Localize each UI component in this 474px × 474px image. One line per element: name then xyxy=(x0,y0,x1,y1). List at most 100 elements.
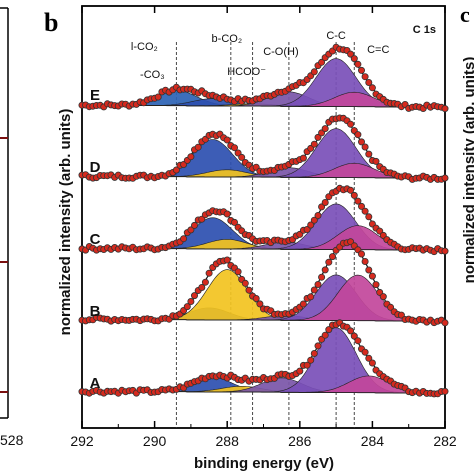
spectrum-D-data-point xyxy=(365,150,373,158)
spectrum-A-data-point xyxy=(325,326,333,334)
spectrum-B-data-point xyxy=(365,266,373,274)
spectrum-A-data-point xyxy=(307,356,315,364)
spectrum-C-data-point xyxy=(223,210,231,218)
spectrum-B-data-point xyxy=(314,280,322,288)
x-tick-label: 282 xyxy=(433,433,457,449)
spectrum-E-data-point xyxy=(347,50,355,58)
spectrum-D-data-point xyxy=(372,157,380,165)
spectrum-C-data-point xyxy=(307,221,315,229)
x-tick-label: 288 xyxy=(216,433,240,449)
spectrum-B-data-point xyxy=(379,293,387,301)
spectrum-B-data-point xyxy=(187,297,195,305)
spectrum-B-data-point xyxy=(310,286,318,294)
spectrum-D-data-point xyxy=(234,149,242,157)
spectrum-D-data-point xyxy=(361,143,369,151)
spectrum-D-data-point xyxy=(347,120,355,128)
x-axis-ticks: 292 290 288 286 284 282 xyxy=(70,6,457,449)
spectrum-A-data-point xyxy=(361,348,369,356)
spectrum-C-data-point xyxy=(357,202,365,210)
component-label: C-C xyxy=(326,30,346,42)
spectrum-B-data-point xyxy=(223,256,231,264)
spectrum-B-data-point xyxy=(190,292,198,300)
spectrum-B-data-point xyxy=(299,300,307,308)
spectrum-B-data-point xyxy=(372,281,380,289)
spectrum-D-data-point xyxy=(223,136,231,144)
spectrum-B-data-point xyxy=(205,269,213,277)
spectrum-B-data-point xyxy=(387,303,395,311)
spectrum-A-data-point xyxy=(314,342,322,350)
spectrum-B-data-point xyxy=(441,319,449,327)
spectrum-D-data-point xyxy=(299,154,307,162)
component-label: -CO₃ xyxy=(140,69,165,81)
spectrum-E-data-point xyxy=(310,68,318,76)
component-label: b-CO₂ xyxy=(212,33,243,45)
spectrum-E-data-point xyxy=(318,58,326,66)
spectrum-D-data-point xyxy=(238,153,246,161)
spectrum-C: C xyxy=(78,184,449,256)
spectrum-E-data-point xyxy=(357,66,365,74)
spectrum-A-data-point xyxy=(310,349,318,357)
spectrum-A-data-point xyxy=(321,331,329,339)
left-panel-tick-label: 528 xyxy=(0,432,24,448)
spectrum-B-data-point xyxy=(357,250,365,258)
spectrum-C-data-point xyxy=(361,207,369,215)
spectrum-A-data-point xyxy=(365,354,373,362)
spectrum-C-data-point xyxy=(303,225,311,233)
left-panel-remnant: 528 xyxy=(0,7,24,448)
right-panel-y-axis-title: normalized intensity (arb. units) xyxy=(461,57,474,284)
spectrum-label-C: C xyxy=(90,231,101,248)
spectrum-C-data-point xyxy=(180,235,188,243)
component-label: l-CO₂ xyxy=(131,41,158,53)
y-axis-title: normalized intensity (arb. units) xyxy=(57,109,74,336)
spectrum-D-data-point xyxy=(321,125,329,133)
spectrum-D-data-point xyxy=(310,140,318,148)
panel-letter-c: c xyxy=(460,2,470,27)
spectrum-B-data-point xyxy=(241,279,249,287)
spectrum-E-data-point xyxy=(154,93,162,101)
spectrum-D-data-point xyxy=(194,143,202,151)
spectrum-E-data-point xyxy=(368,84,376,92)
spectrum-C-data-point xyxy=(354,197,362,205)
spectrum-D-data-point xyxy=(230,144,238,152)
spectrum-B-data-point xyxy=(325,258,333,266)
spectrum-B-data-point xyxy=(201,278,209,286)
spectrum-C-data-point xyxy=(365,213,373,221)
spectrum-D-data-point xyxy=(441,174,449,182)
spectrum-B-data-point xyxy=(234,268,242,276)
spectrum-B-data-point xyxy=(318,273,326,281)
spectrum-B-data-point xyxy=(183,303,191,311)
spectrum-E-data-point xyxy=(350,55,358,63)
component-label: HCOO⁻ xyxy=(227,66,266,78)
spectra-stack: E D C B A xyxy=(78,43,449,398)
spectrum-C-data-point xyxy=(230,218,238,226)
x-tick-label: 292 xyxy=(70,433,94,449)
spectrum-A-data-point xyxy=(441,387,449,395)
spectrum-B-data-point xyxy=(245,286,253,294)
spectrum-label-E: E xyxy=(90,87,100,104)
spectrum-B-data-point xyxy=(307,293,315,301)
spectrum-C-data-point xyxy=(198,215,206,223)
spectrum-A-data-point xyxy=(296,367,304,375)
spectrum-B-data-point xyxy=(397,311,405,319)
component-label: C-O(H) xyxy=(263,46,298,58)
spectrum-E-data-point xyxy=(441,105,449,113)
spectrum-B: B xyxy=(78,238,449,327)
spectrum-C-data-point xyxy=(321,198,329,206)
x-tick-label: 286 xyxy=(288,433,312,449)
spectrum-E-data-point xyxy=(354,60,362,68)
spectrum-label-D: D xyxy=(90,159,101,176)
spectrum-C-data-point xyxy=(310,216,318,224)
spectrum-E-data-point xyxy=(361,73,369,81)
spectrum-A-data-point xyxy=(347,327,355,335)
component-annotations: l-CO₂ -CO₃ b-CO₂ HCOO⁻ C-O(H) C-C C=C xyxy=(131,30,390,81)
spectrum-A: A xyxy=(78,319,449,398)
spectrum-B-data-point xyxy=(368,272,376,280)
component-label: C=C xyxy=(367,44,389,56)
spectrum-B-data-point xyxy=(321,266,329,274)
panel-letter-b: b xyxy=(44,8,58,37)
spectrum-C-data-point xyxy=(187,226,195,234)
spectrum-C-data-point xyxy=(190,221,198,229)
spectrum-A-data-point xyxy=(354,337,362,345)
spectrum-D-data-point xyxy=(354,131,362,139)
x-tick-label: 290 xyxy=(143,433,167,449)
